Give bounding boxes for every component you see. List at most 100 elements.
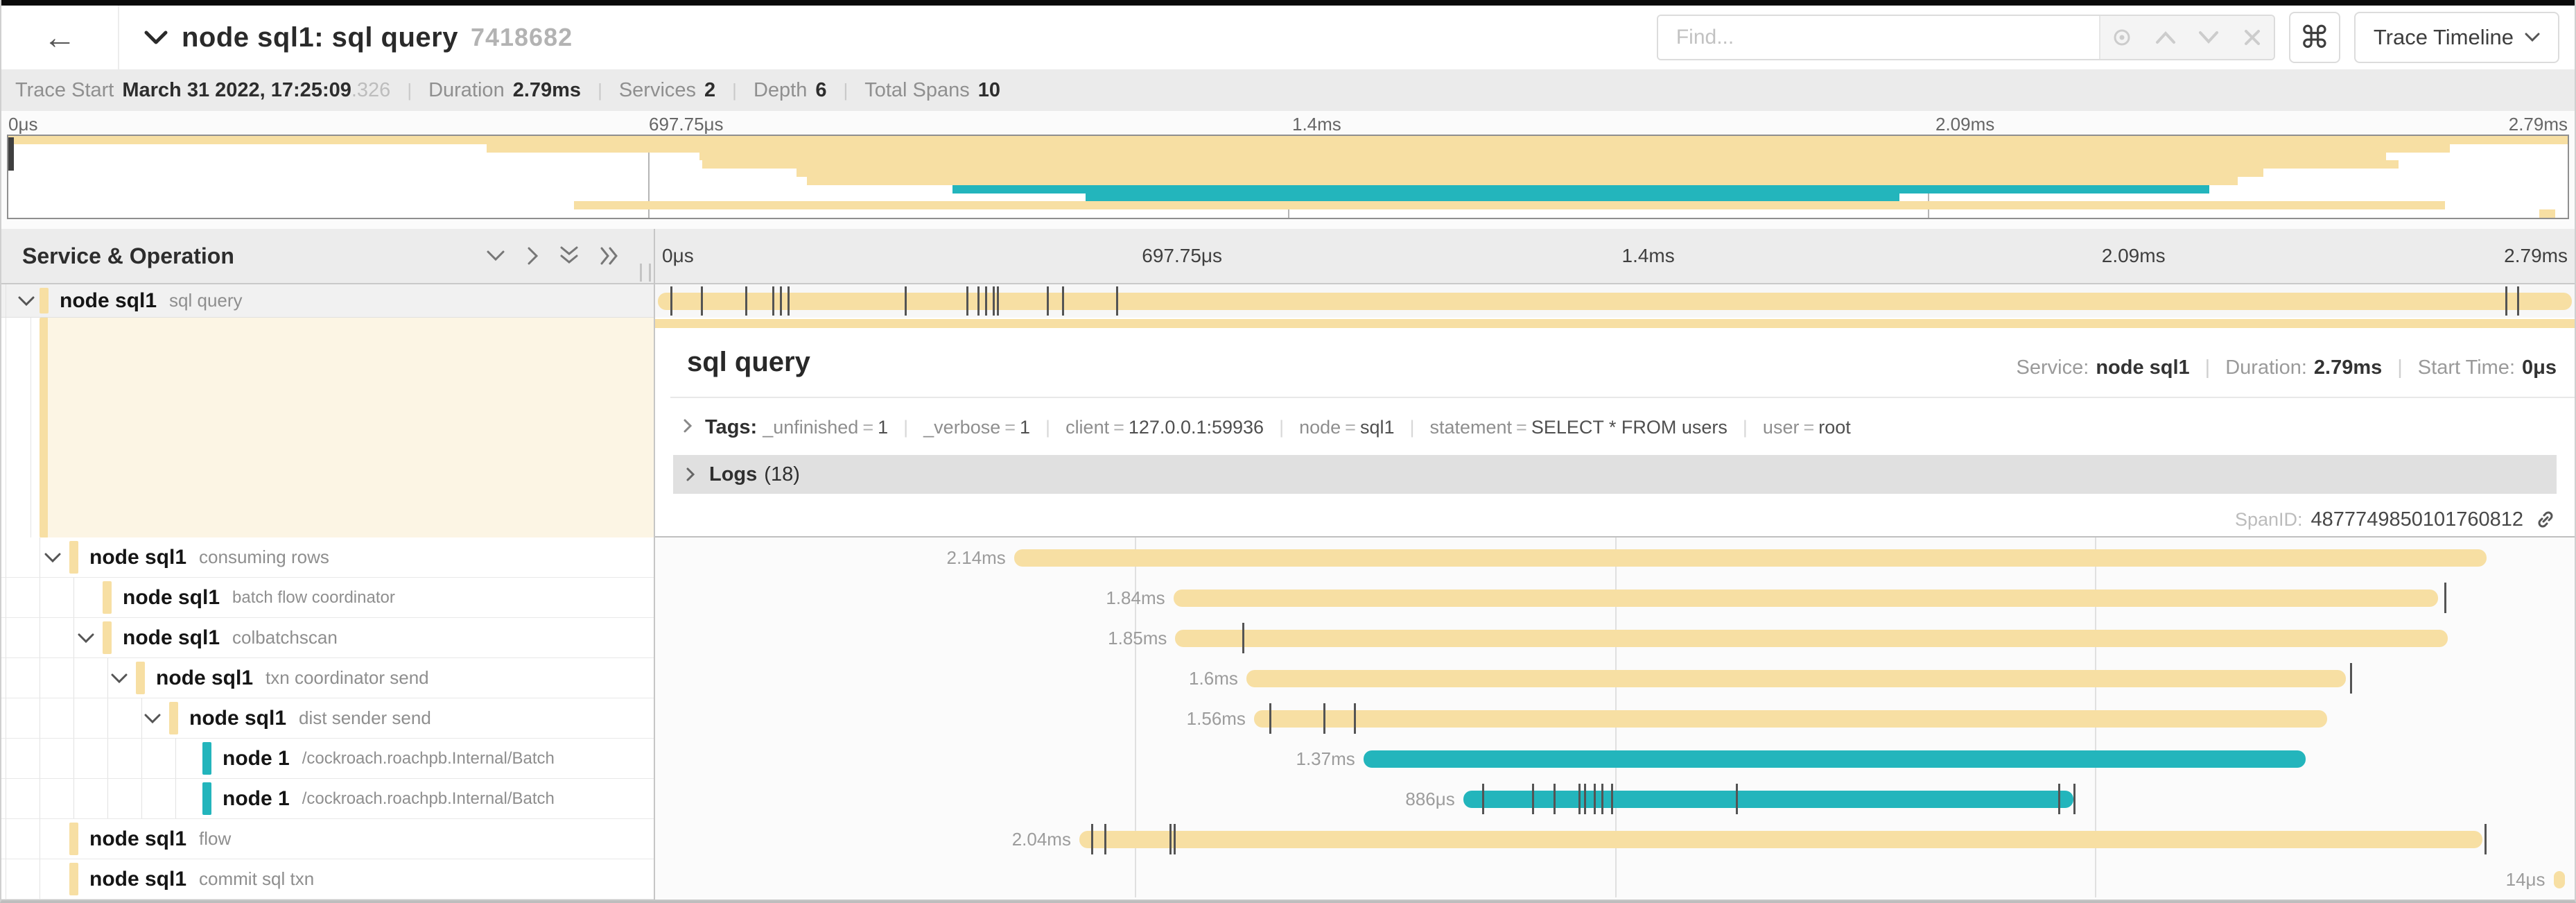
span-bar-row[interactable]: 14μs xyxy=(655,859,2575,900)
tags-row[interactable]: Tags: _unfinished = 1 | _verbose = 1 | client = 12… xyxy=(683,409,1851,445)
logs-row[interactable]: Logs (18) xyxy=(673,455,2557,494)
log-tick xyxy=(1173,824,1176,854)
span-bar[interactable] xyxy=(1013,549,2487,567)
tree-guide xyxy=(73,658,74,698)
service-color-accent xyxy=(202,782,211,815)
logs-label: Logs xyxy=(709,463,758,485)
expand-all-icon[interactable] xyxy=(600,246,620,266)
span-bar[interactable] xyxy=(1079,831,2483,848)
log-tick xyxy=(2058,784,2061,814)
link-icon[interactable] xyxy=(2534,508,2557,531)
span-row-label: node sql1 batch flow coordinator xyxy=(123,578,395,617)
prev-result-icon[interactable] xyxy=(2152,24,2179,51)
tree-guide xyxy=(107,698,108,738)
operation-name: batch flow coordinator xyxy=(232,587,395,607)
service-name: node sql1 xyxy=(189,706,287,730)
span-tree-row[interactable]: node sql1 dist sender send xyxy=(1,698,654,739)
span-bar[interactable] xyxy=(2553,871,2566,888)
span-bar-row[interactable]: 2.04ms xyxy=(655,819,2575,859)
collapse-chevron-icon[interactable] xyxy=(78,633,94,644)
span-bar[interactable] xyxy=(1463,791,2074,808)
span-tree-row[interactable]: node sql1 commit sql txn xyxy=(1,859,654,900)
log-tick xyxy=(772,286,774,316)
log-tick xyxy=(1553,784,1556,814)
tree-guide xyxy=(73,578,74,617)
span-bar-row[interactable]: 886μs xyxy=(655,779,2575,819)
span-bar[interactable] xyxy=(1246,670,2347,687)
view-selector-button[interactable]: Trace Timeline xyxy=(2353,12,2559,63)
tag-separator: | xyxy=(1279,416,1285,438)
span-bar-row[interactable]: 1.84ms xyxy=(655,578,2575,618)
span-bar-row[interactable]: 1.6ms xyxy=(655,658,2575,698)
back-arrow-icon: ← xyxy=(43,19,76,56)
span-tree-row[interactable]: node 1/cockroach.roachpb.Internal/Batch xyxy=(1,779,654,819)
service-color-accent xyxy=(202,742,211,775)
span-bar-row[interactable]: 1.85ms xyxy=(655,618,2575,658)
next-result-icon[interactable] xyxy=(2195,24,2222,51)
collapse-chevron-icon[interactable] xyxy=(111,673,128,684)
log-tick xyxy=(904,286,907,316)
span-bar[interactable] xyxy=(1173,590,2439,607)
panel-resize-handle[interactable] xyxy=(640,264,651,282)
collapse-chevron-icon[interactable] xyxy=(44,552,61,563)
span-bar-row[interactable]: 2.14ms xyxy=(655,538,2575,578)
page-title: node sql1: sql query xyxy=(182,22,458,53)
span-tree-row[interactable]: node 1/cockroach.roachpb.Internal/Batch xyxy=(1,739,654,779)
minimap-rows xyxy=(8,136,2568,218)
keyboard-shortcuts-button[interactable]: ⌘ xyxy=(2288,12,2340,63)
span-row-label: node sql1 consuming rows xyxy=(89,538,329,577)
detail-span-bar xyxy=(655,319,2575,328)
log-tick xyxy=(1090,824,1093,854)
span-tree-row[interactable]: node sql1 colbatchscan xyxy=(1,618,654,658)
span-bar-row[interactable]: 1.56ms xyxy=(655,698,2575,739)
span-tree-row[interactable]: node sql1 txn coordinator send xyxy=(1,658,654,698)
log-tick xyxy=(779,286,782,316)
minimap-row xyxy=(8,201,2568,210)
minimap-row xyxy=(8,169,2568,177)
collapse-all-icon[interactable] xyxy=(559,246,579,266)
span-tree-row-root[interactable]: node sql1 sql query xyxy=(1,284,654,318)
minimap-drag-handle[interactable] xyxy=(8,137,14,171)
tree-guide xyxy=(107,739,108,778)
span-tree-row[interactable]: node sql1 flow xyxy=(1,819,654,859)
detail-divider xyxy=(670,397,2575,398)
span-tree-row[interactable]: node sql1 batch flow coordinator xyxy=(1,578,654,618)
span-bar[interactable] xyxy=(1253,710,2327,728)
service-color-accent xyxy=(69,863,78,895)
collapse-one-icon[interactable] xyxy=(486,250,505,262)
timeline-main: Service & Operation node sql1 s xyxy=(1,229,2575,901)
log-tick xyxy=(2505,286,2508,316)
minimap-tick-0: 0μs xyxy=(8,114,38,135)
span-row-label: node 1/cockroach.roachpb.Internal/Batch xyxy=(223,739,555,778)
back-button[interactable]: ← xyxy=(1,6,119,69)
span-tree-row[interactable]: node sql1 consuming rows xyxy=(1,538,654,578)
minimap-row xyxy=(8,152,2568,161)
trace-title-group[interactable]: node sql1: sql query 7418682 xyxy=(144,22,573,53)
timeline-tick-3: 2.09ms xyxy=(2101,245,2166,266)
clear-find-icon[interactable] xyxy=(2238,24,2266,51)
span-bar-rows: 2.14ms 1.84ms 1.85ms 1.6ms 1.56ms 1.37ms 886μs… xyxy=(655,538,2575,900)
timeline-tick-0: 0μs xyxy=(662,245,694,266)
span-bar[interactable] xyxy=(1175,630,2448,647)
find-input[interactable] xyxy=(1657,16,2099,59)
span-bar[interactable] xyxy=(1363,750,2306,768)
meta-services: Services 2 xyxy=(618,78,716,101)
chevron-down-icon[interactable] xyxy=(144,30,168,45)
span-duration-label: 1.6ms xyxy=(1189,667,1238,689)
expand-one-icon[interactable] xyxy=(526,246,539,266)
span-bar[interactable] xyxy=(658,293,2572,310)
operation-name: dist sender send xyxy=(299,707,431,728)
header-controls: ⌘ Trace Timeline xyxy=(1656,12,2559,63)
span-bar-row[interactable]: 1.37ms xyxy=(655,739,2575,779)
trace-minimap: 0μs 697.75μs 1.4ms 2.09ms 2.79ms xyxy=(1,111,2575,229)
focus-target-icon[interactable] xyxy=(2108,24,2136,51)
tree-guide xyxy=(73,739,74,778)
minimap-tick-2: 1.4ms xyxy=(1292,114,1341,135)
collapse-chevron-icon[interactable] xyxy=(144,713,161,724)
minimap-span-bar xyxy=(952,184,2210,194)
collapse-chevron-icon[interactable] xyxy=(18,295,35,307)
tree-guide xyxy=(73,779,74,818)
span-bar-row-root[interactable] xyxy=(655,284,2575,318)
span-duration-label: 886μs xyxy=(1405,788,1455,809)
minimap-canvas[interactable] xyxy=(7,135,2569,219)
